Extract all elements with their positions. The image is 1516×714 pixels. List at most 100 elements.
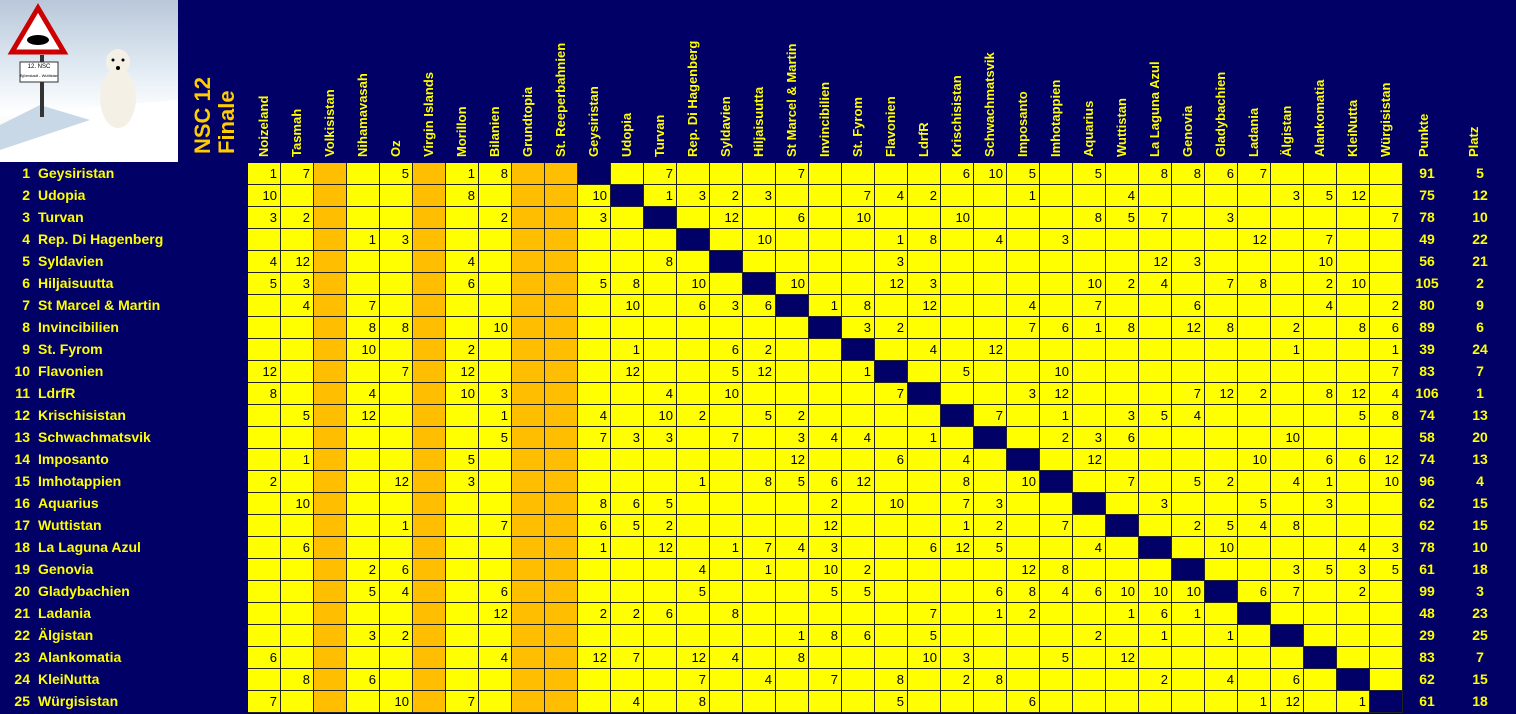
score-cell [1007, 251, 1040, 273]
score-cell [1007, 625, 1040, 647]
score-cell: 2 [1370, 295, 1403, 317]
score-cell: 1 [1337, 691, 1370, 713]
score-cell: 12 [578, 647, 611, 669]
score-cell [1205, 603, 1238, 625]
score-cell [743, 515, 776, 537]
rank-cell: 13 [1453, 449, 1507, 471]
score-cell [314, 603, 347, 625]
score-cell [1007, 669, 1040, 691]
diagonal-cell [1073, 493, 1106, 515]
score-cell [545, 603, 578, 625]
score-cell: 2 [1007, 603, 1040, 625]
score-cell [413, 229, 446, 251]
score-cell [644, 691, 677, 713]
score-cell [710, 317, 743, 339]
score-cell: 7 [710, 427, 743, 449]
score-cell [710, 625, 743, 647]
score-cell [248, 295, 281, 317]
score-cell [842, 537, 875, 559]
score-cell [512, 361, 545, 383]
score-cell [1007, 515, 1040, 537]
score-cell: 1 [677, 471, 710, 493]
score-cell: 10 [1073, 273, 1106, 295]
score-cell: 7 [611, 647, 644, 669]
diagonal-cell [908, 383, 941, 405]
row-number: 11 [15, 385, 30, 401]
score-cell [512, 207, 545, 229]
score-cell [413, 185, 446, 207]
score-cell [1238, 537, 1271, 559]
score-cell [281, 229, 314, 251]
diagonal-cell [710, 251, 743, 273]
score-cell [281, 361, 314, 383]
score-cell: 4 [479, 647, 512, 669]
score-cell [380, 185, 413, 207]
score-cell [446, 559, 479, 581]
score-cell [1337, 625, 1370, 647]
score-cell [1040, 669, 1073, 691]
score-cell [743, 625, 776, 647]
column-header-label: Tasmah [289, 108, 304, 157]
score-cell [1073, 515, 1106, 537]
score-cell: 5 [347, 581, 380, 603]
score-cell [941, 273, 974, 295]
score-cell [908, 163, 941, 185]
score-cell [479, 669, 512, 691]
score-cell [413, 669, 446, 691]
score-cell: 12 [1172, 317, 1205, 339]
diagonal-cell [1238, 603, 1271, 625]
score-cell [479, 471, 512, 493]
rank-cell: 22 [1453, 229, 1507, 251]
score-cell [413, 317, 446, 339]
score-cell [1040, 691, 1073, 713]
column-header-label: Turvan [652, 114, 667, 157]
score-cell [512, 625, 545, 647]
column-header-label: Krischisistan [949, 75, 964, 157]
score-cell [512, 581, 545, 603]
score-cell: 8 [1337, 317, 1370, 339]
score-cell [248, 427, 281, 449]
score-cell: 2 [1172, 515, 1205, 537]
score-cell: 12 [1205, 383, 1238, 405]
score-cell [314, 251, 347, 273]
score-cell [776, 251, 809, 273]
score-cell [1073, 603, 1106, 625]
score-cell [842, 405, 875, 427]
score-cell [1271, 229, 1304, 251]
score-cell [1106, 537, 1139, 559]
score-cell [1238, 559, 1271, 581]
score-cell: 12 [1337, 185, 1370, 207]
score-cell [644, 449, 677, 471]
rank-cell: 24 [1453, 339, 1507, 361]
score-cell: 7 [248, 691, 281, 713]
score-cell [446, 295, 479, 317]
column-header-label: LdrfR [916, 122, 931, 157]
score-cell: 12 [1106, 647, 1139, 669]
column-header: Älgistan [1271, 0, 1304, 163]
polar-bear-sign-logo: 12. NSC Björnstadt - Wuttistan [0, 0, 178, 162]
score-cell [1007, 493, 1040, 515]
score-cell [446, 427, 479, 449]
score-cell [413, 339, 446, 361]
sign-line1: 12. NSC [27, 64, 51, 70]
score-cell [248, 515, 281, 537]
row-number: 25 [14, 693, 30, 709]
score-cell [1370, 273, 1403, 295]
score-cell [1040, 537, 1073, 559]
score-cell [512, 383, 545, 405]
column-header-label: Grundtopia [520, 86, 535, 157]
score-cell [974, 471, 1007, 493]
score-cell: 4 [941, 449, 974, 471]
diagonal-cell [1304, 647, 1337, 669]
score-cell: 2 [1139, 669, 1172, 691]
score-cell: 7 [380, 361, 413, 383]
points-cell: 75 [1403, 185, 1451, 207]
score-cell [380, 427, 413, 449]
score-cell [413, 471, 446, 493]
score-cell [710, 229, 743, 251]
diagonal-cell [611, 185, 644, 207]
score-cell: 8 [1040, 559, 1073, 581]
score-cell [281, 427, 314, 449]
row-number: 6 [22, 275, 30, 291]
